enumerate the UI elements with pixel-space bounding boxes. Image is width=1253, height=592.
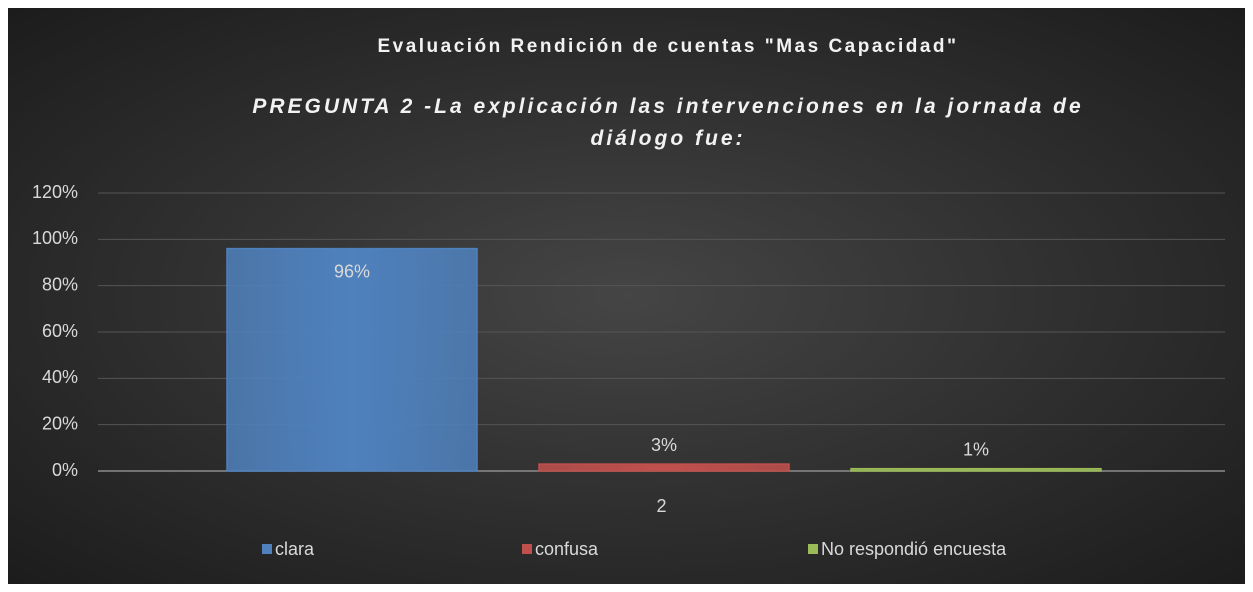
legend-label: confusa xyxy=(535,539,599,559)
y-tick-label: 80% xyxy=(42,274,78,294)
chart-svg: Evaluación Rendición de cuentas "Mas Cap… xyxy=(32,36,1225,559)
y-tick-label: 0% xyxy=(52,460,78,480)
bar xyxy=(226,247,478,472)
x-tick-label: 2 xyxy=(656,496,666,516)
data-label: 96% xyxy=(334,261,370,281)
legend-label: No respondió encuesta xyxy=(821,539,1007,559)
chart-title: Evaluación Rendición de cuentas "Mas Cap… xyxy=(377,36,958,57)
data-label: 1% xyxy=(963,439,989,459)
y-tick-label: 60% xyxy=(42,321,78,341)
y-tick-label: 100% xyxy=(32,228,78,248)
data-label: 3% xyxy=(651,435,677,455)
legend-marker xyxy=(262,544,272,554)
legend-marker xyxy=(808,544,818,554)
chart-subtitle: PREGUNTA 2 -La explicación las intervenc… xyxy=(252,95,1084,150)
y-tick-label: 20% xyxy=(42,413,78,433)
chart: Evaluación Rendición de cuentas "Mas Cap… xyxy=(8,8,1245,584)
bar xyxy=(850,467,1102,472)
legend-label: clara xyxy=(275,539,315,559)
y-tick-label: 120% xyxy=(32,182,78,202)
y-tick-label: 40% xyxy=(42,367,78,387)
legend-marker xyxy=(522,544,532,554)
bar xyxy=(538,463,790,472)
